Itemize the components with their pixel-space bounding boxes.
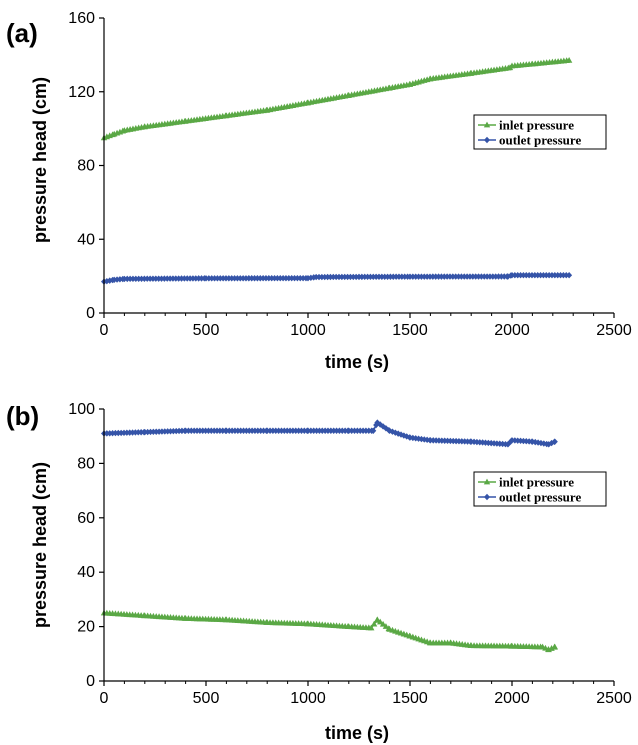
x-tick-label: 2000 bbox=[494, 690, 530, 707]
series-markers-inlet-pressure bbox=[100, 609, 559, 653]
legend-marker bbox=[484, 493, 490, 501]
data-point-inlet-pressure bbox=[368, 624, 375, 631]
x-tick-label: 1500 bbox=[392, 690, 428, 707]
chart-panel-a: (a) 0 500 1000 1500 2000 2500 0 40 80 120 160 time… bbox=[6, 10, 632, 372]
y-tick-label: 0 bbox=[86, 305, 95, 322]
data-point-inlet-pressure bbox=[551, 643, 559, 650]
data-point-inlet-pressure bbox=[379, 620, 387, 627]
series-markers-outlet-pressure bbox=[101, 272, 573, 285]
data-point-inlet-pressure bbox=[370, 620, 378, 627]
y-axis-title-a: pressure head (cm) bbox=[30, 77, 50, 243]
y-tick-label: 100 bbox=[68, 401, 95, 418]
legend-label: inlet pressure bbox=[499, 475, 574, 490]
data-point-outlet-pressure bbox=[566, 272, 573, 279]
x-tick-label: 0 bbox=[100, 690, 109, 707]
y-tick-label: 0 bbox=[86, 673, 95, 690]
panel-label-b: (b) bbox=[6, 401, 39, 431]
data-point-outlet-pressure bbox=[551, 438, 558, 445]
y-tick-label: 120 bbox=[68, 84, 95, 101]
legend-marker bbox=[483, 478, 491, 485]
chart-panel-b: (b) 0 500 1000 1500 2000 2500 0 20 40 60 80 100 tim… bbox=[6, 401, 632, 743]
axes-a: 0 500 1000 1500 2000 2500 0 40 80 120 160 bbox=[68, 10, 632, 339]
x-tick-label: 0 bbox=[100, 322, 109, 339]
legend-label: outlet pressure bbox=[499, 133, 581, 148]
y-tick-label: 80 bbox=[77, 455, 95, 472]
data-point-inlet-pressure bbox=[374, 616, 381, 623]
x-tick-label: 1000 bbox=[290, 690, 326, 707]
x-tick-label: 1500 bbox=[392, 322, 428, 339]
y-tick-label: 80 bbox=[77, 158, 95, 175]
data-point-inlet-pressure bbox=[382, 623, 390, 629]
x-axis-title-a: time (s) bbox=[325, 352, 389, 372]
series-markers-inlet-pressure bbox=[100, 57, 573, 141]
y-tick-label: 60 bbox=[77, 510, 95, 527]
plot-area-a bbox=[100, 57, 573, 285]
data-point-outlet-pressure bbox=[370, 427, 377, 434]
legend-box bbox=[473, 471, 607, 507]
legend-label: outlet pressure bbox=[499, 490, 581, 505]
y-axis-title-b: pressure head (cm) bbox=[30, 462, 50, 628]
y-tick-label: 40 bbox=[77, 231, 95, 248]
x-tick-label: 500 bbox=[193, 690, 220, 707]
plot-area-b bbox=[100, 419, 559, 653]
x-tick-label: 2500 bbox=[596, 690, 632, 707]
series-markers-outlet-pressure bbox=[101, 419, 558, 448]
panel-label-a: (a) bbox=[6, 18, 38, 48]
data-point-inlet-pressure bbox=[565, 57, 573, 63]
y-tick-label: 160 bbox=[68, 10, 95, 27]
x-tick-label: 2000 bbox=[494, 322, 530, 339]
x-tick-label: 1000 bbox=[290, 322, 326, 339]
legend-marker bbox=[484, 136, 490, 144]
legend-label: inlet pressure bbox=[499, 118, 574, 133]
axes-b: 0 500 1000 1500 2000 2500 0 20 40 60 80 100 bbox=[68, 401, 632, 707]
data-point-inlet-pressure bbox=[377, 618, 384, 625]
legend-marker bbox=[483, 121, 491, 128]
y-tick-label: 40 bbox=[77, 564, 95, 581]
x-tick-label: 500 bbox=[193, 322, 220, 339]
x-axis-title-b: time (s) bbox=[325, 723, 389, 743]
y-tick-label: 20 bbox=[77, 619, 95, 636]
legend-box bbox=[473, 114, 607, 150]
x-tick-label: 2500 bbox=[596, 322, 632, 339]
